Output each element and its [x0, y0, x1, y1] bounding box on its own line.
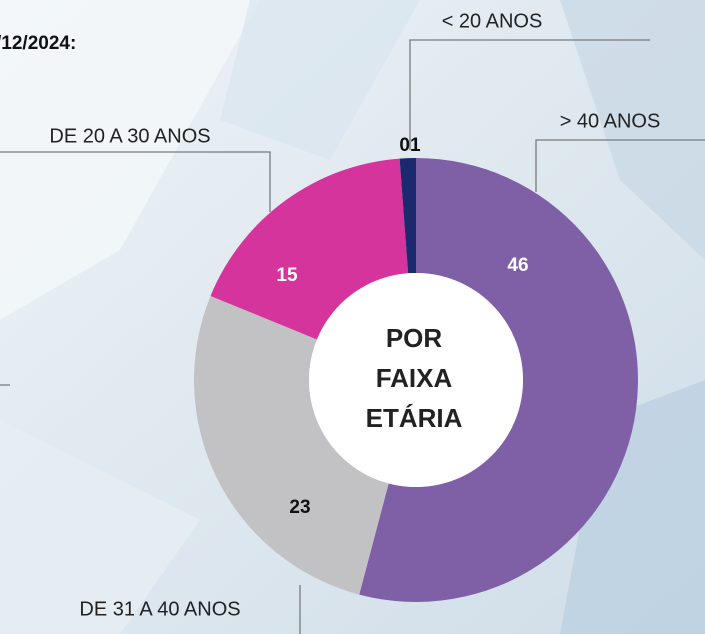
value-label: 15 [276, 265, 298, 286]
value-label: 46 [507, 255, 528, 276]
category-label: < 20 ANOS [442, 10, 543, 32]
leader-line [535, 139, 705, 192]
category-label: DE 31 A 40 ANOS [79, 598, 240, 620]
bg-shape [560, 0, 705, 260]
value-label: 01 [399, 135, 421, 156]
chart-title: /12/2024: [0, 33, 76, 54]
value-label: 23 [289, 497, 310, 518]
center-label: ETÁRIA [366, 403, 463, 433]
donut-segment [210, 158, 409, 340]
center-label: POR [386, 323, 443, 353]
donut-hole [309, 273, 523, 487]
donut-segment [359, 158, 638, 602]
donut-segment [399, 158, 416, 274]
leader-line [0, 151, 271, 212]
center-label: FAIXA [376, 363, 453, 393]
category-label: > 40 ANOS [560, 110, 661, 132]
bg-shape [0, 0, 260, 320]
bg-shape [0, 420, 200, 634]
donut-segment [193, 295, 389, 595]
leader-line [409, 39, 650, 150]
bg-shape [220, 0, 420, 160]
category-label: DE 20 A 30 ANOS [49, 125, 210, 147]
